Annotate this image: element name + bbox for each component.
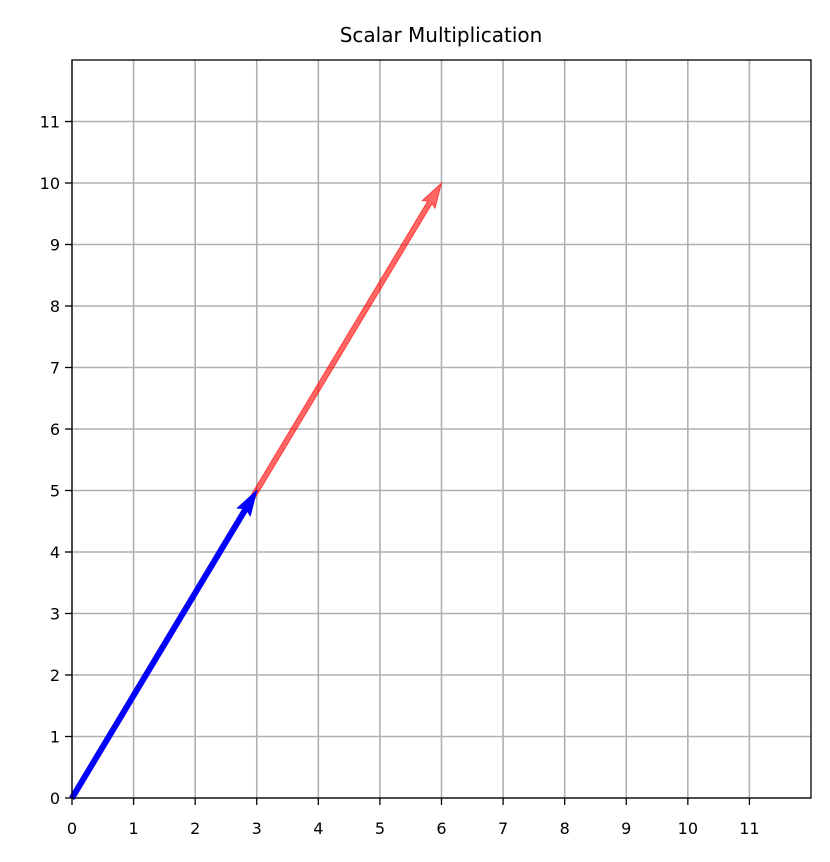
x-tick-label: 1 bbox=[128, 819, 138, 838]
x-tick-label: 10 bbox=[678, 819, 698, 838]
y-tick-label: 11 bbox=[40, 113, 60, 132]
y-tick-label: 6 bbox=[50, 420, 60, 439]
y-axis: 0 1 2 3 4 5 6 7 8 9 10 11 bbox=[40, 113, 72, 808]
vectors bbox=[69, 181, 443, 800]
x-tick-label: 2 bbox=[190, 819, 200, 838]
y-tick-label: 0 bbox=[50, 789, 60, 808]
x-tick-label: 8 bbox=[560, 819, 570, 838]
y-tick-label: 5 bbox=[50, 482, 60, 501]
x-tick-label: 4 bbox=[313, 819, 323, 838]
y-tick-label: 8 bbox=[50, 297, 60, 316]
y-tick-label: 2 bbox=[50, 666, 60, 685]
y-tick-label: 4 bbox=[50, 543, 60, 562]
x-tick-label: 9 bbox=[621, 819, 631, 838]
chart-title: Scalar Multiplication bbox=[340, 23, 543, 47]
y-tick-label: 7 bbox=[50, 359, 60, 378]
x-tick-label: 5 bbox=[375, 819, 385, 838]
x-tick-label: 3 bbox=[252, 819, 262, 838]
x-tick-label: 6 bbox=[436, 819, 446, 838]
y-tick-label: 3 bbox=[50, 605, 60, 624]
vector-arrow-original bbox=[69, 489, 258, 800]
y-tick-label: 10 bbox=[40, 174, 60, 193]
y-tick-label: 9 bbox=[50, 236, 60, 255]
x-tick-label: 7 bbox=[498, 819, 508, 838]
grid bbox=[71, 60, 811, 799]
x-tick-label: 0 bbox=[67, 819, 77, 838]
x-axis: 0 1 2 3 4 5 6 7 8 9 10 11 bbox=[67, 798, 760, 838]
x-tick-label: 11 bbox=[739, 819, 759, 838]
y-tick-label: 1 bbox=[50, 728, 60, 747]
